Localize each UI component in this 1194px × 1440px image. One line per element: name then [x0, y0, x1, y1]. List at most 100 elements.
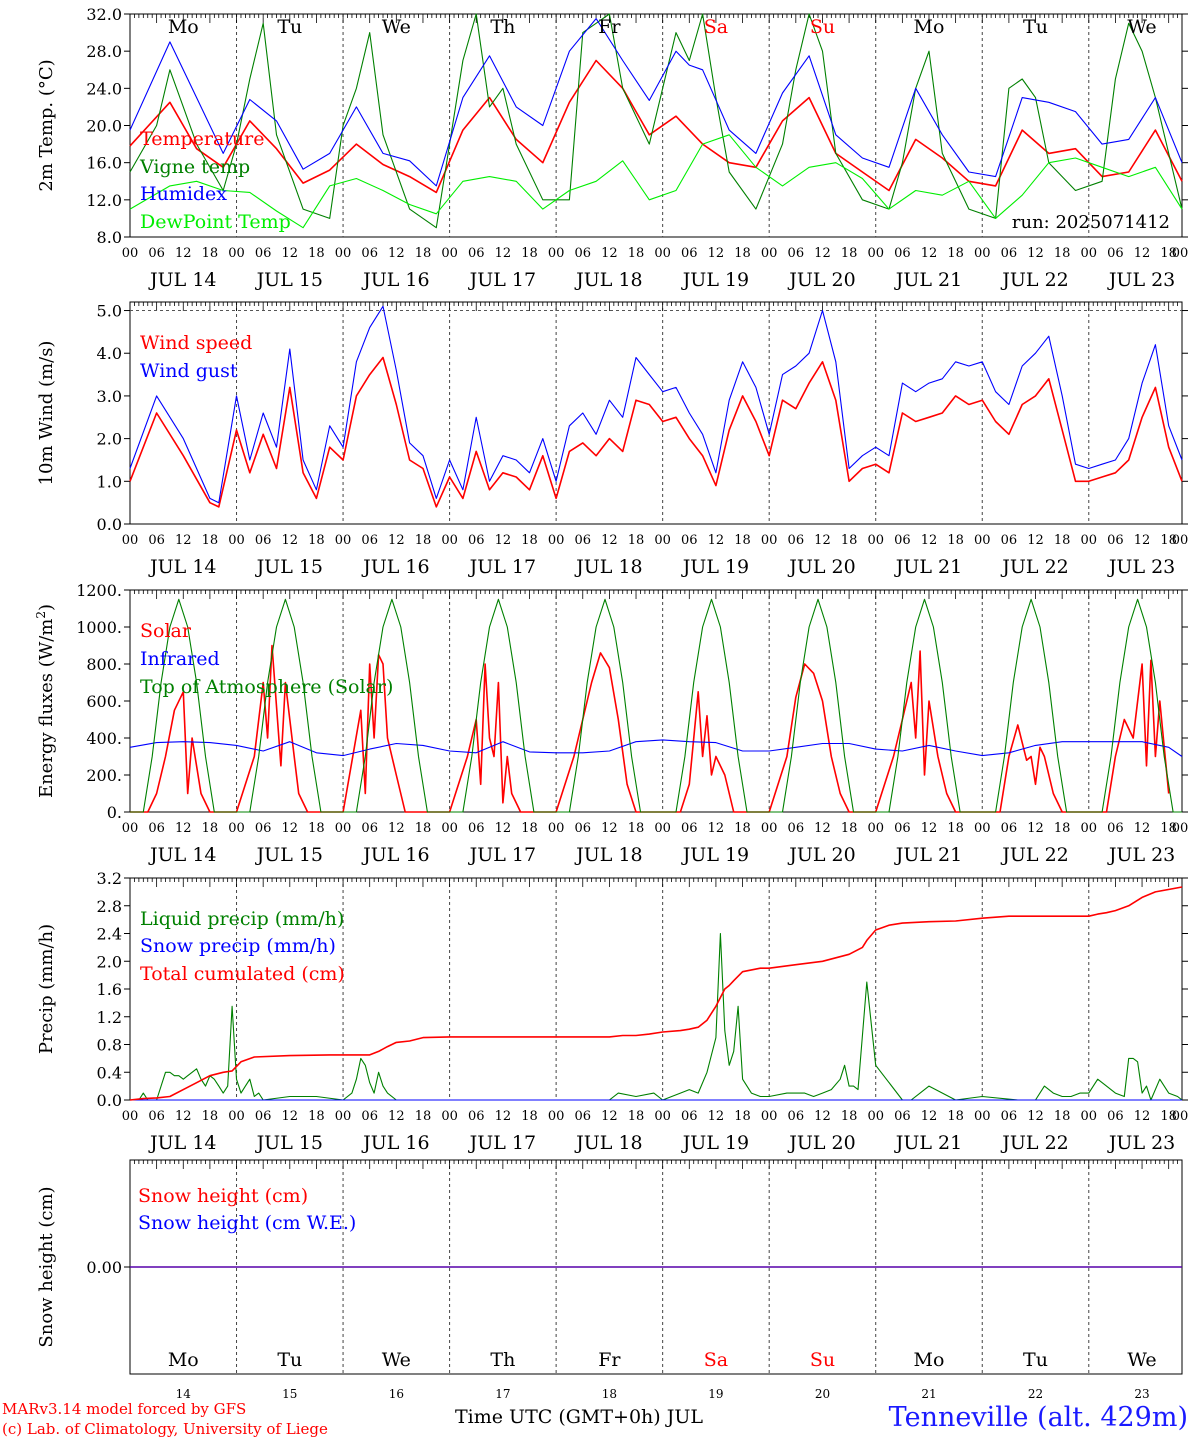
- x-hour-tick-label: 06: [1001, 246, 1018, 261]
- x-date-label: JUL 16: [361, 556, 429, 578]
- x-hour-tick-label: 00: [867, 246, 884, 261]
- x-hour-tick-label: 18: [521, 533, 538, 548]
- x-hour-tick-label: 00: [761, 1109, 778, 1124]
- x-hour-tick-label: 06: [574, 246, 591, 261]
- legend-entry: Humidex: [140, 183, 227, 205]
- x-hour-tick-label: 00: [867, 533, 884, 548]
- x-date-label: JUL 14: [148, 269, 216, 291]
- day-of-week-label: Sa: [704, 1349, 728, 1371]
- x-day-number-label: 23: [1134, 1387, 1149, 1401]
- x-hour-tick-label: 00: [335, 533, 352, 548]
- x-hour-tick-label: 06: [255, 1109, 272, 1124]
- series-line-wind-speed: [129, 356, 1183, 508]
- y-tick-label: 200.: [86, 766, 122, 785]
- x-hour-tick-label: 06: [788, 821, 805, 836]
- x-hour-tick-label: 12: [814, 821, 831, 836]
- x-hour-tick-label: 00: [228, 246, 245, 261]
- day-of-week-label: Th: [490, 16, 515, 38]
- x-hour-tick-label: 00: [441, 1109, 458, 1124]
- x-hour-tick-label: 06: [681, 821, 698, 836]
- x-hour-tick-label: 12: [708, 246, 725, 261]
- x-date-label: JUL 17: [468, 1132, 536, 1154]
- x-hour-tick-label: 12: [601, 1109, 618, 1124]
- x-date-label: JUL 20: [787, 844, 855, 866]
- legend-entry: Snow precip (mm/h): [140, 935, 336, 957]
- x-hour-tick-label: 00: [335, 821, 352, 836]
- x-hour-tick-label: 06: [361, 246, 378, 261]
- y-tick-label: 20.0: [86, 117, 122, 136]
- y-tick-label: 1.2: [97, 1008, 122, 1027]
- x-hour-tick-label: 06: [255, 246, 272, 261]
- x-hour-tick-label: 18: [415, 246, 432, 261]
- x-date-label: JUL 17: [468, 269, 536, 291]
- legend-entry: Snow height (cm W.E.): [138, 1212, 356, 1234]
- x-hour-tick-label: 12: [1134, 821, 1151, 836]
- x-hour-tick-label: 12: [175, 1109, 192, 1124]
- x-hour-tick-label: 12: [708, 1109, 725, 1124]
- x-hour-tick-label: 06: [361, 1109, 378, 1124]
- y-tick-label: 600.: [86, 692, 122, 711]
- legend-entry: Top of Atmosphere (Solar): [140, 676, 393, 698]
- series-line-infrared: [129, 739, 1183, 757]
- x-hour-tick-label: 12: [1134, 1109, 1151, 1124]
- x-day-number-label: 19: [708, 1387, 723, 1401]
- x-hour-tick-label: 12: [1134, 246, 1151, 261]
- x-hour-tick-label: 18: [734, 533, 751, 548]
- panel-precip: 0.0 0.4 0.8 1.2 1.6 2.0 2.4 2.8 3.2 Precip (mm/h)…: [36, 869, 1188, 1154]
- x-date-label: JUL 20: [787, 556, 855, 578]
- x-hour-tick-label: 00: [441, 533, 458, 548]
- x-hour-tick-label: 18: [841, 533, 858, 548]
- x-hour-tick-label: 18: [734, 246, 751, 261]
- day-of-week-label: Su: [810, 1349, 835, 1371]
- x-hour-tick-label: 00: [1172, 821, 1189, 836]
- x-hour-tick-label: 00: [1172, 246, 1189, 261]
- legend-entry: Solar: [140, 620, 192, 642]
- day-of-week-label: Sa: [704, 16, 728, 38]
- x-hour-tick-label: 12: [282, 821, 299, 836]
- x-date-label: JUL 21: [894, 844, 962, 866]
- day-of-week-label: Tu: [277, 16, 302, 38]
- series-line-wind-gust: [129, 305, 1183, 504]
- day-of-week-label: We: [1127, 1349, 1156, 1371]
- x-hour-tick-label: 18: [947, 246, 964, 261]
- x-hour-tick-label: 06: [894, 246, 911, 261]
- x-hour-tick-label: 06: [361, 533, 378, 548]
- x-hour-tick-label: 12: [1027, 533, 1044, 548]
- x-hour-tick-label: 00: [548, 821, 565, 836]
- x-hour-tick-label: 18: [628, 1109, 645, 1124]
- x-hour-tick-label: 06: [788, 1109, 805, 1124]
- day-of-week-label: Fr: [598, 16, 621, 38]
- x-hour-tick-label: 00: [974, 246, 991, 261]
- x-hour-tick-label: 06: [894, 821, 911, 836]
- panel-temp: 8.0 12.0 16.0 20.0 24.0 28.0 32.0 2m Temp. (°C)…: [36, 5, 1188, 291]
- day-of-week-label: Th: [490, 1349, 515, 1371]
- y-tick-label: 1200.: [76, 581, 122, 600]
- x-date-label: JUL 22: [1000, 1132, 1068, 1154]
- x-hour-tick-label: 18: [947, 533, 964, 548]
- x-hour-tick-label: 00: [1172, 533, 1189, 548]
- x-hour-tick-label: 12: [175, 533, 192, 548]
- x-hour-tick-label: 18: [202, 246, 219, 261]
- x-hour-tick-label: 06: [468, 533, 485, 548]
- x-date-label: JUL 16: [361, 844, 429, 866]
- x-hour-tick-label: 06: [1107, 1109, 1124, 1124]
- x-hour-tick-label: 12: [708, 821, 725, 836]
- x-hour-tick-label: 12: [495, 246, 512, 261]
- x-date-label: JUL 22: [1000, 556, 1068, 578]
- x-hour-tick-label: 00: [228, 821, 245, 836]
- x-hour-tick-label: 00: [228, 1109, 245, 1124]
- legend-entry: Vigne temp: [139, 156, 250, 178]
- x-hour-tick-label: 12: [388, 1109, 405, 1124]
- x-hour-tick-label: 00: [228, 533, 245, 548]
- legend-entry: DewPoint Temp: [140, 211, 291, 233]
- legend-entry: Infrared: [140, 648, 220, 670]
- series-line-top-of-atmosphere-solar-: [130, 598, 1182, 813]
- x-hour-tick-label: 18: [1160, 1109, 1177, 1124]
- run-label: run: 2025071412: [1012, 212, 1170, 233]
- day-of-week-label: Tu: [277, 1349, 302, 1371]
- y-tick-label: 28.0: [86, 42, 122, 61]
- y-axis-label: Snow height (cm): [36, 1186, 57, 1347]
- y-tick-label: 8.0: [97, 228, 122, 247]
- x-hour-tick-label: 12: [495, 1109, 512, 1124]
- x-hour-tick-label: 18: [628, 821, 645, 836]
